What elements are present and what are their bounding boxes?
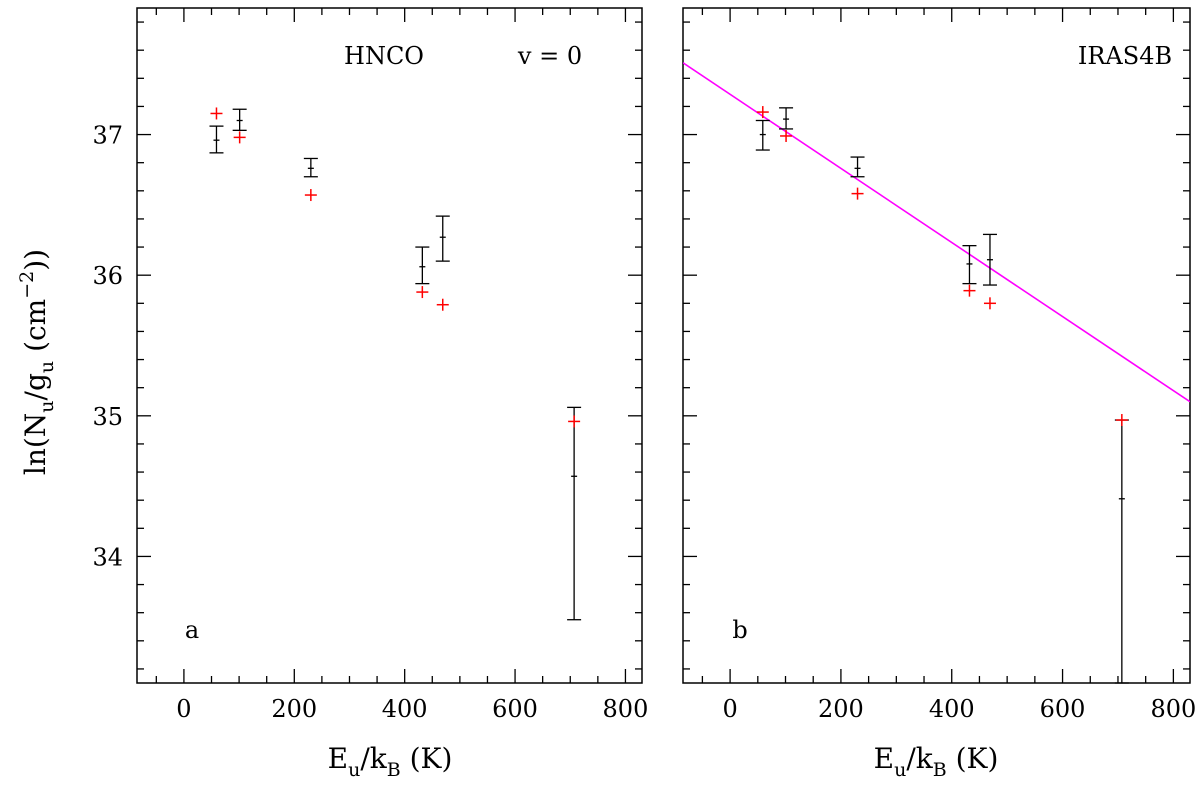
x-tick-label: 0	[176, 695, 191, 723]
model-point	[780, 129, 793, 142]
y-axis-title: ln(Nu/gu (cm−2))	[16, 249, 58, 475]
plot-frame	[136, 7, 643, 684]
observed-point	[850, 156, 865, 178]
observed-point	[1114, 419, 1129, 684]
observed-point	[755, 119, 770, 151]
x-tick-label: 400	[382, 695, 428, 723]
y-tick-label: 37	[92, 122, 123, 150]
observed-point	[982, 233, 997, 286]
x-tick-label: 0	[722, 695, 737, 723]
x-axis-title-b: Eu/kB (K)	[874, 742, 999, 781]
x-axis-title-a: Eu/kB (K)	[328, 742, 453, 781]
panel-label: b	[732, 616, 747, 644]
model-point	[568, 415, 581, 428]
y-tick-label: 35	[92, 403, 123, 431]
x-tick-label: 200	[271, 695, 317, 723]
panel-title: IRAS4B	[1078, 42, 1172, 70]
model-point	[416, 286, 429, 299]
observed-point	[435, 215, 450, 262]
observed-point	[415, 246, 430, 285]
observed-point	[779, 107, 794, 130]
model-point	[756, 106, 769, 119]
model-point	[304, 189, 317, 202]
observed-point	[232, 108, 247, 131]
observed-point	[962, 245, 977, 285]
model-point	[436, 298, 449, 311]
model-point	[233, 131, 246, 144]
x-tick-label: 600	[492, 695, 538, 723]
observed-point	[209, 125, 224, 154]
observed-point	[567, 406, 582, 621]
y-tick-label: 34	[92, 543, 123, 571]
model-point	[963, 284, 976, 297]
model-point	[1115, 414, 1128, 427]
y-tick-label: 36	[92, 262, 123, 290]
x-tick-label: 400	[929, 695, 975, 723]
panel-annotation: v = 0	[517, 42, 582, 70]
panel-title: HNCO	[344, 42, 424, 70]
fit-line	[683, 62, 1190, 403]
plot-frame	[682, 7, 1191, 684]
x-tick-label: 800	[1150, 695, 1196, 723]
model-point	[983, 297, 996, 310]
x-tick-label: 800	[603, 695, 649, 723]
model-point	[851, 187, 864, 200]
panel-b: 0 200 400 600 800 IRAS4B b	[682, 7, 1196, 723]
panel-a: 0 200 400 600 800 34 35 36 37 HNCO v = 0 a	[92, 7, 649, 723]
panel-label: a	[185, 616, 199, 644]
x-tick-label: 200	[818, 695, 864, 723]
x-tick-label: 600	[1040, 695, 1086, 723]
model-point	[210, 107, 223, 120]
observed-point	[303, 157, 318, 178]
